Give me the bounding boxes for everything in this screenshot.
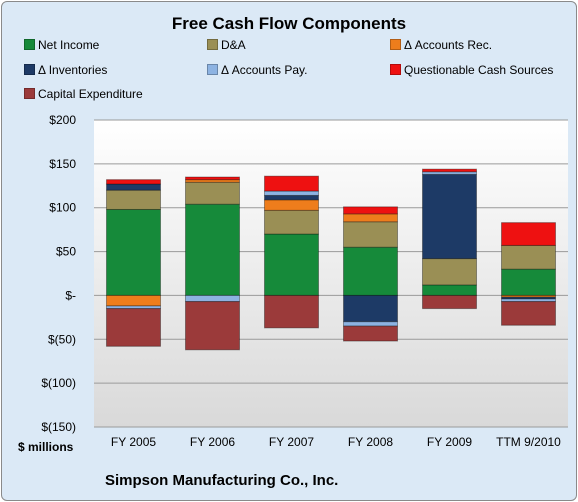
legend-entry-accounts-rec: Δ Accounts Rec. [390, 38, 492, 52]
bar-accounts-rec-fy-2007 [264, 199, 319, 211]
legend-entry-capital-expenditure: Capital Expenditure [24, 87, 143, 101]
bar-inventories-fy-2008 [343, 294, 398, 323]
y-tick-label: $50 [56, 245, 76, 259]
bar-accounts-pay-fy-2006 [185, 294, 240, 303]
legend-label-inventories: Δ Inventories [38, 63, 108, 77]
legend-swatch-net-income [24, 39, 35, 50]
bar-questionable-cash-sources-fy-2007 [264, 175, 319, 192]
legend-entry-inventories: Δ Inventories [24, 63, 107, 77]
legend-entry-da: D&A [207, 38, 246, 52]
bar-capital-expenditure-fy-2006 [185, 301, 240, 351]
bar-questionable-cash-sources-fy-2009 [422, 168, 477, 173]
bar-net-income-fy-2007 [264, 233, 319, 296]
y-tick-label: $150 [49, 157, 76, 171]
y-axis-units: $ millions [18, 440, 74, 454]
bar-inventories-fy-2009 [422, 173, 477, 260]
legend-label-net-income: Net Income [38, 38, 100, 52]
bar-capital-expenditure-ttm-9-2010 [501, 301, 556, 326]
bar-accounts-rec-ttm-9-2010 [501, 294, 556, 298]
legend-swatch-da [207, 39, 218, 50]
bar-inventories-fy-2007 [264, 194, 319, 201]
legend-swatch-accounts-rec [390, 39, 401, 50]
legend-label-accounts-pay: Δ Accounts Pay. [221, 63, 308, 77]
bar-d-a-fy-2007 [264, 209, 319, 235]
bar-net-income-fy-2006 [185, 203, 240, 296]
x-tick-label: TTM 9/2010 [496, 435, 561, 449]
bar-inventories-fy-2005 [106, 183, 161, 191]
bar-net-income-fy-2008 [343, 246, 398, 296]
legend-swatch-questionable-cash [390, 64, 401, 75]
legend-label-questionable-cash: Questionable Cash Sources [404, 63, 554, 77]
bar-accounts-rec-fy-2005 [106, 294, 161, 307]
legend-label-accounts-rec: Δ Accounts Rec. [404, 38, 493, 52]
bar-questionable-cash-sources-fy-2008 [343, 206, 398, 215]
y-tick-label: $200 [49, 113, 76, 127]
y-tick-label: $- [65, 288, 76, 302]
bar-d-a-fy-2005 [106, 189, 161, 210]
bar-d-a-fy-2009 [422, 258, 477, 286]
bar-net-income-fy-2005 [106, 208, 161, 296]
legend-entry-questionable-cash: Questionable Cash Sources [390, 63, 553, 77]
bar-accounts-pay-fy-2009 [422, 171, 477, 175]
legend-label-da: D&A [221, 38, 246, 52]
legend-swatch-capital-expenditure [24, 88, 35, 99]
legend-entry-accounts-pay: Δ Accounts Pay. [207, 63, 308, 77]
x-tick-label: FY 2005 [111, 435, 156, 449]
x-tick-label: FY 2006 [190, 435, 235, 449]
bar-accounts-rec-fy-2006 [185, 179, 240, 183]
bar-capital-expenditure-fy-2009 [422, 294, 477, 310]
bar-d-a-fy-2006 [185, 181, 240, 205]
bar-net-income-fy-2009 [422, 284, 477, 296]
bar-questionable-cash-sources-fy-2006 [185, 176, 240, 181]
bar-d-a-fy-2008 [343, 221, 398, 248]
legend-label-capital-expenditure: Capital Expenditure [38, 87, 143, 101]
bar-accounts-pay-fy-2007 [264, 190, 319, 196]
legend-swatch-inventories [24, 64, 35, 75]
bar-capital-expenditure-fy-2008 [343, 325, 398, 342]
chart-title: Free Cash Flow Components [171, 14, 407, 33]
y-tick-label: $(150) [41, 420, 76, 434]
bar-capital-expenditure-fy-2007 [264, 294, 319, 329]
company-name: Simpson Manufacturing Co., Inc. [105, 472, 339, 489]
y-tick-label: $(100) [41, 376, 76, 390]
bar-accounts-rec-fy-2008 [343, 213, 398, 223]
y-tick-label: $100 [49, 201, 76, 215]
legend-entry-net-income: Net Income [24, 38, 99, 52]
bar-questionable-cash-sources-ttm-9-2010 [501, 222, 556, 246]
x-tick-label: FY 2009 [427, 435, 472, 449]
bar-capital-expenditure-fy-2005 [106, 308, 161, 347]
x-tick-label: FY 2007 [269, 435, 314, 449]
bar-accounts-pay-fy-2008 [343, 321, 398, 327]
bar-net-income-ttm-9-2010 [501, 268, 556, 296]
bar-questionable-cash-sources-fy-2005 [106, 179, 161, 185]
bar-d-a-ttm-9-2010 [501, 244, 556, 270]
plot-area [94, 120, 568, 427]
x-tick-label: FY 2008 [348, 435, 393, 449]
legend-swatch-accounts-pay [207, 64, 218, 75]
y-tick-label: $(50) [48, 332, 76, 346]
